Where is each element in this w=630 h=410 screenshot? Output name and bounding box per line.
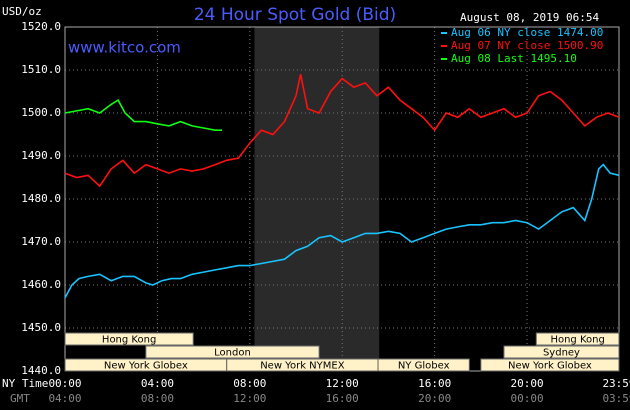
price-line	[64, 74, 620, 188]
x-tick-label: 12:00	[326, 377, 359, 390]
gmt-tick-label: 16:00	[326, 392, 359, 405]
gmt-tick-label: 20:00	[418, 392, 451, 405]
gmt-tick-label: 04:00	[48, 392, 81, 405]
session-label: New York Globex	[104, 361, 188, 372]
timestamp: August 08, 2019 06:54	[460, 11, 599, 24]
x-tick-label: 20:00	[510, 377, 543, 390]
price-line	[64, 163, 620, 299]
gmt-tick-label: 03:59	[602, 392, 630, 405]
gmt-tick-label: 00:00	[510, 392, 543, 405]
chart-title: 24 Hour Spot Gold (Bid)	[194, 5, 396, 25]
x-row-label: NY Time	[2, 377, 48, 390]
session-box	[145, 345, 320, 359]
x-row-label: GMT	[10, 392, 30, 405]
shaded-band	[254, 27, 380, 371]
x-tick-label: 00:00	[48, 377, 81, 390]
x-tick-label: 04:00	[141, 377, 174, 390]
y-tick-label: 1450.0	[21, 321, 61, 334]
legend-label: Aug 08 Last 1495.10	[451, 52, 577, 65]
y-tick-label: 1520.0	[21, 20, 61, 33]
y-tick-label: 1470.0	[21, 235, 61, 248]
y-tick-label: 1500.0	[21, 106, 61, 119]
session-box	[480, 358, 620, 372]
session-label: Hong Kong	[550, 335, 604, 346]
price-line	[64, 98, 223, 131]
session-box	[64, 332, 194, 346]
legend-label: Aug 07 NY close 1500.90	[451, 39, 603, 52]
x-tick-label: 23:59	[602, 377, 630, 390]
session-label: New York NYMEX	[260, 361, 345, 372]
gmt-tick-label: 08:00	[141, 392, 174, 405]
session-label: London	[214, 348, 251, 359]
x-tick-label: 16:00	[418, 377, 451, 390]
y-tick-label: 1490.0	[21, 149, 61, 162]
gmt-tick-label: 12:00	[233, 392, 266, 405]
session-label: New York Globex	[508, 361, 592, 372]
y-tick-label: 1440.0	[21, 364, 61, 377]
y-tick-label: 1480.0	[21, 192, 61, 205]
y-tick-label: 1510.0	[21, 63, 61, 76]
session-label: Hong Kong	[102, 335, 156, 346]
session-box	[535, 332, 620, 346]
session-label: NY Globex	[398, 361, 450, 372]
session-box	[503, 345, 620, 359]
session-label: Sydney	[543, 348, 580, 359]
subtitle: www.kitco.com	[68, 39, 181, 57]
session-box	[377, 358, 470, 372]
y-axis-label: USD/oz	[2, 5, 42, 18]
y-tick-label: 1460.0	[21, 278, 61, 291]
x-tick-label: 08:00	[233, 377, 266, 390]
legend-label: Aug 06 NY close 1474.00	[451, 26, 603, 39]
